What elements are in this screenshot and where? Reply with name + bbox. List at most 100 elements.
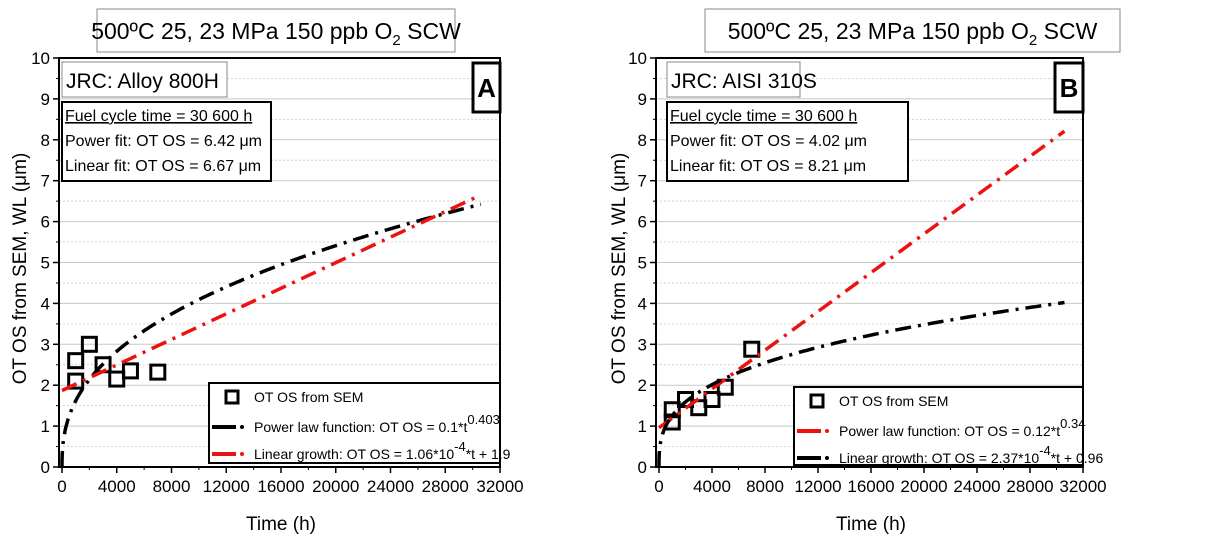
legend-entry-label: Linear growth: OT OS = 2.37*10-4*t + 0.9… xyxy=(839,443,1103,466)
y-tick-label: 5 xyxy=(41,254,50,273)
data-point-marker xyxy=(108,370,126,388)
legend-entry-exponent: 0.34 xyxy=(1060,416,1085,431)
legend-entry-text: OT OS from SEM xyxy=(839,393,948,409)
legend-entry-label: OT OS from SEM xyxy=(254,389,363,405)
x-tick-label: 28000 xyxy=(422,477,469,496)
legend-line-dot xyxy=(825,429,829,433)
chart-title: 500ºC 25, 23 MPa 150 ppb O2 SCW xyxy=(728,18,1098,49)
legend-box xyxy=(208,382,501,464)
data-point-marker xyxy=(703,391,721,409)
title-box xyxy=(96,8,456,53)
legend-entry-suffix: *t + 1.9 xyxy=(466,446,511,462)
y-tick-label: 0 xyxy=(638,458,647,477)
data-point-marker xyxy=(67,352,85,370)
x-tick-label: 12000 xyxy=(203,477,250,496)
info-line: Fuel cycle time = 30 600 h xyxy=(65,108,252,125)
y-tick-label: 1 xyxy=(638,417,647,436)
legend-marker-square xyxy=(224,389,240,405)
data-point-marker xyxy=(149,363,167,381)
chart-title-tail: SCW xyxy=(1037,18,1097,44)
legend-entry-text: Power law function: OT OS = 0.1*t xyxy=(254,419,467,435)
info-line: Power fit: OT OS = 4.02 μm xyxy=(670,133,867,150)
y-tick-label: 7 xyxy=(638,172,647,191)
y-tick-label: 9 xyxy=(41,90,50,109)
info-line: Linear fit: OT OS = 8.21 μm xyxy=(670,158,866,175)
data-point-marker xyxy=(743,340,761,358)
y-tick-label: 9 xyxy=(638,90,647,109)
x-tick-label: 4000 xyxy=(693,477,731,496)
info-line: Fuel cycle time = 30 600 h xyxy=(670,108,857,125)
info-box xyxy=(666,101,909,182)
fit-line-linear xyxy=(61,194,479,393)
y-tick-label: 2 xyxy=(638,376,647,395)
legend-entry-label: Power law function: OT OS = 0.1*t0.403 xyxy=(254,412,500,435)
y-tick-label: 10 xyxy=(628,49,647,68)
y-axis-label: OT OS from SEM, WL (μm) xyxy=(10,153,31,385)
x-tick-label: 32000 xyxy=(476,477,523,496)
x-tick-label: 20000 xyxy=(900,477,947,496)
legend-line-dot xyxy=(240,425,244,429)
title-box xyxy=(704,8,1121,53)
y-axis-label: OT OS from SEM, WL (μm) xyxy=(609,153,630,385)
legend-entry-label: OT OS from SEM xyxy=(839,393,948,409)
y-tick-label: 4 xyxy=(41,294,50,313)
x-axis-label: Time (h) xyxy=(246,514,316,535)
y-tick-label: 8 xyxy=(41,131,50,150)
x-tick-label: 32000 xyxy=(1059,477,1106,496)
material-label-box xyxy=(666,61,801,98)
legend-entry-text: OT OS from SEM xyxy=(254,389,363,405)
chart-panel-b: 500ºC 25, 23 MPa 150 ppb O2 SCW012345678… xyxy=(609,8,1121,535)
x-tick-label: 0 xyxy=(654,477,663,496)
legend-entry-text: Linear growth: OT OS = 2.37*10 xyxy=(839,450,1039,466)
data-point-marker xyxy=(663,401,681,419)
legend-entry-text: Linear growth: OT OS = 1.06*10 xyxy=(254,446,454,462)
x-tick-label: 4000 xyxy=(98,477,136,496)
x-tick-label: 8000 xyxy=(153,477,191,496)
panel-letter: B xyxy=(1060,73,1079,103)
y-tick-label: 6 xyxy=(41,213,50,232)
x-tick-label: 12000 xyxy=(794,477,841,496)
y-tick-label: 0 xyxy=(41,458,50,477)
x-tick-label: 28000 xyxy=(1006,477,1053,496)
chart-title-subscript: 2 xyxy=(392,32,400,49)
legend-box xyxy=(793,386,1084,466)
legend-entry-exponent: -4 xyxy=(1039,443,1051,458)
panel-letter-box xyxy=(471,61,502,114)
chart-panel-a: 500ºC 25, 23 MPa 150 ppb O2 SCW012345678… xyxy=(10,8,524,535)
legend-line-dot xyxy=(825,456,829,460)
x-axis-label: Time (h) xyxy=(836,514,906,535)
legend-entry-text: Power law function: OT OS = 0.12*t xyxy=(839,423,1060,439)
y-tick-label: 5 xyxy=(638,254,647,273)
y-tick-label: 10 xyxy=(31,49,50,68)
y-tick-label: 2 xyxy=(41,376,50,395)
y-tick-label: 4 xyxy=(638,294,647,313)
x-tick-label: 16000 xyxy=(847,477,894,496)
data-point-marker xyxy=(67,372,85,390)
info-line: Power fit: OT OS = 6.42 μm xyxy=(65,133,262,150)
y-tick-label: 7 xyxy=(41,172,50,191)
material-label-box xyxy=(61,61,228,98)
legend-marker-square xyxy=(809,393,825,409)
legend-line-dot xyxy=(240,452,244,456)
legend-entry-suffix: *t + 0.96 xyxy=(1051,450,1104,466)
chart-title-subscript: 2 xyxy=(1029,32,1037,49)
info-line: Linear fit: OT OS = 6.67 μm xyxy=(65,158,261,175)
legend-entry-label: Power law function: OT OS = 0.12*t0.34 xyxy=(839,416,1085,439)
chart-title-main: 500ºC 25, 23 MPa 150 ppb O xyxy=(91,18,392,44)
info-box xyxy=(61,101,272,182)
x-tick-label: 24000 xyxy=(953,477,1000,496)
legend-entry-label: Linear growth: OT OS = 1.06*10-4*t + 1.9 xyxy=(254,439,511,462)
chart-title-main: 500ºC 25, 23 MPa 150 ppb O xyxy=(728,18,1029,44)
x-tick-label: 8000 xyxy=(746,477,784,496)
data-point-marker xyxy=(121,362,139,380)
x-tick-label: 16000 xyxy=(257,477,304,496)
panel-letter-box xyxy=(1053,61,1085,114)
panel-letter: A xyxy=(477,73,496,103)
chart-title-tail: SCW xyxy=(401,18,461,44)
chart-title: 500ºC 25, 23 MPa 150 ppb O2 SCW xyxy=(91,18,461,49)
x-tick-label: 0 xyxy=(57,477,66,496)
x-tick-label: 24000 xyxy=(367,477,414,496)
y-tick-label: 6 xyxy=(638,213,647,232)
y-tick-label: 8 xyxy=(638,131,647,150)
